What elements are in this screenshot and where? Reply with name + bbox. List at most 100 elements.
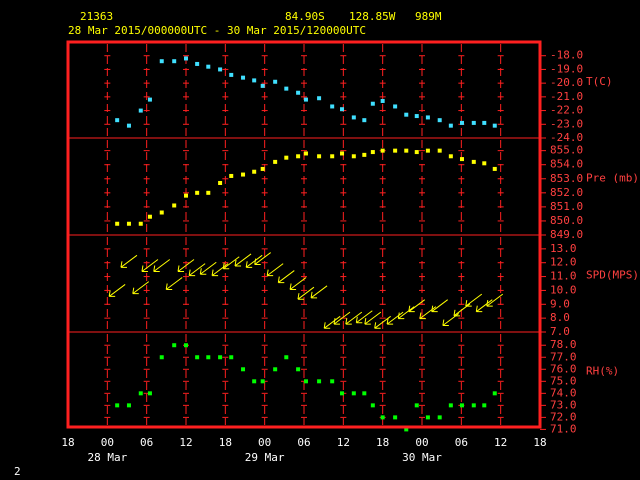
y-tick-label: -22.0 [550,104,583,117]
y-tick-label: 12.0 [550,256,577,269]
point [351,115,356,120]
point [138,108,143,113]
x-tick-label: 00 [101,436,114,449]
y-axis-label: SPD(MPS) [586,269,639,282]
x-tick-label: 18 [533,436,546,449]
point [404,427,409,432]
y-tick-label: 10.0 [550,283,577,296]
wind-arrow [345,311,363,325]
point [195,61,200,66]
point [126,221,131,226]
point [437,415,442,420]
y-tick-label: -19.0 [550,62,583,75]
point [362,152,367,157]
point [414,114,419,119]
point [159,210,164,215]
point [492,391,497,396]
point [241,172,246,177]
point [370,101,375,106]
point [159,59,164,64]
point [206,355,211,360]
point [241,75,246,80]
point [303,151,308,156]
point [340,107,345,112]
y-tick-label: -21.0 [550,90,583,103]
point [425,415,430,420]
point [260,166,265,171]
point [159,355,164,360]
point [260,83,265,88]
y-tick-label: 76.0 [550,362,577,375]
wind-arrow [132,281,150,295]
frame [66,40,542,429]
point [172,343,177,348]
y-tick-label: 855.0 [550,144,583,157]
y-tick-label: 852.0 [550,186,583,199]
date-label: 28 Mar [87,451,127,464]
wind-arrow [108,284,126,297]
point [229,355,234,360]
date-label: 30 Mar [402,451,442,464]
point [492,123,497,128]
point [437,118,442,123]
wind-arrow [165,277,183,290]
wind-arrow [289,277,307,290]
y-axis-label: Pre (mb) [586,172,639,185]
wind-arrow [475,299,493,313]
x-tick-label: 00 [415,436,428,449]
wind-arrow [141,259,159,272]
y-tick-label: 849.0 [550,228,583,241]
point [362,391,367,396]
point [340,151,345,156]
point [252,78,257,83]
point [284,355,289,360]
wind-arrow [310,285,328,299]
wind-arrow [333,311,351,325]
point [296,367,301,372]
wind-arrow [465,293,483,307]
point [425,115,430,120]
point [284,86,289,91]
point [296,154,301,159]
y-tick-label: 7.0 [550,325,570,338]
y-tick-label: 78.0 [550,338,577,351]
y-tick-label: 74.0 [550,386,577,399]
y-tick-label: -24.0 [550,131,583,144]
point [218,355,223,360]
wind-arrow [386,311,404,325]
longitude: 128.85W [349,10,396,23]
y-tick-label: 851.0 [550,200,583,213]
y-tick-label: -23.0 [550,117,583,130]
footer: 2 [14,465,21,478]
point [330,104,335,109]
point [393,415,398,420]
point [330,379,335,384]
wind-arrow [199,261,217,275]
point [317,96,322,101]
elevation: 989M [415,10,442,23]
point [184,56,188,61]
y-axis-label: T(C) [586,75,613,88]
y-tick-label: 13.0 [550,242,577,255]
point [330,154,335,159]
point [147,97,152,102]
x-tick-label: 12 [494,436,507,449]
point [414,150,419,155]
x-tick-label: 06 [455,436,468,449]
y-tick-label: 8.0 [550,311,570,324]
point [147,391,152,396]
wind-arrow [211,263,229,277]
x-tick-label: 00 [258,436,271,449]
point [459,157,464,162]
y-tick-label: 853.0 [550,172,583,185]
point [303,97,308,102]
point [471,120,476,125]
point [370,150,375,155]
point [260,379,265,384]
wind-arrow [254,252,271,266]
point [471,403,476,408]
point [404,112,409,117]
wind-arrow [323,315,341,329]
point [195,190,200,195]
y-axis-label: RH(%) [586,365,619,378]
